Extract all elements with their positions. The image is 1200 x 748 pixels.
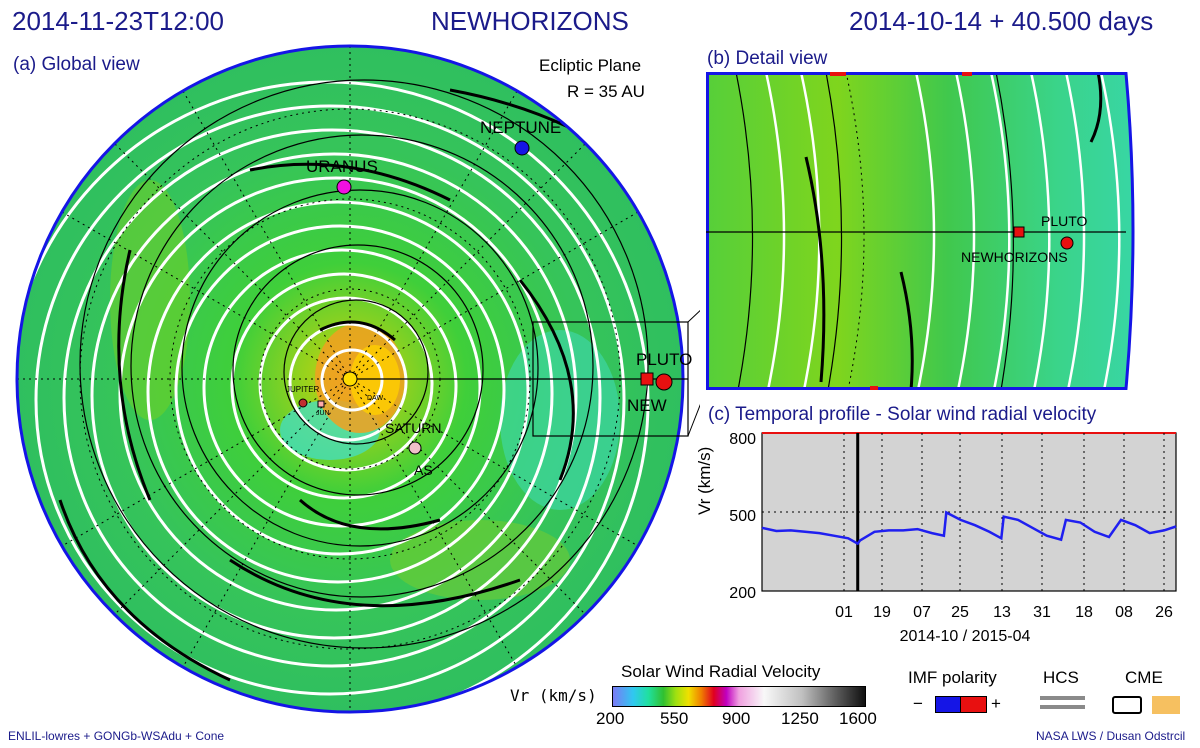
ytick-800: 800: [729, 431, 756, 448]
xtick-label: 18: [1075, 604, 1093, 621]
juno-label: JUN: [316, 410, 330, 417]
mission-name: NEWHORIZONS: [431, 6, 629, 36]
hcs-swatch-1: [1040, 696, 1085, 700]
jupiter-marker: [298, 398, 308, 408]
ytick-200: 200: [729, 585, 756, 602]
colorbar-unit: Vr (km/s): [510, 686, 597, 705]
saturn-marker: [408, 441, 422, 455]
radius-label: R = 35 AU: [567, 82, 645, 101]
pluto-marker: [655, 373, 673, 391]
detail-view-panel: [706, 72, 1135, 390]
xtick-label: 13: [993, 604, 1011, 621]
hcs-swatch-2: [1040, 705, 1085, 709]
detail-region-box: [532, 321, 689, 437]
temporal-ylabel: Vr (km/s): [695, 446, 714, 515]
uranus-marker: [336, 179, 352, 195]
neptune-label: NEPTUNE: [480, 118, 562, 137]
saturn-label: SATURN: [385, 420, 442, 436]
detail-newhorizons-label: NEWHORIZONS: [961, 249, 1068, 265]
juno-marker: [317, 400, 325, 408]
xtick-label: 01: [835, 604, 853, 621]
xtick-label: 07: [913, 604, 931, 621]
plane-label: Ecliptic Plane: [539, 56, 642, 75]
imf-minus: −: [913, 694, 923, 713]
colorbar-tick-1600: 1600: [839, 709, 877, 728]
neptune-marker: [514, 140, 530, 156]
xtick-label: 25: [951, 604, 969, 621]
global-view-panel: [15, 44, 700, 714]
xtick-label: 26: [1155, 604, 1173, 621]
detail-pluto-marker: [1060, 236, 1074, 250]
temporal-chart: 800 500 200 01 19 07 25 13 31 18 08 26 2014-10 /…: [729, 431, 1177, 645]
detail-view-title: (b) Detail view: [707, 48, 828, 69]
footer-right: NASA LWS / Dusan Odstrcil: [1036, 729, 1186, 743]
cme-legend-title: CME: [1125, 668, 1163, 687]
colorbar-tick-200: 200: [596, 709, 625, 728]
imf-plus: +: [991, 694, 1001, 713]
colorbar-tick-1250: 1250: [781, 709, 819, 728]
xtick-label: 08: [1115, 604, 1133, 621]
colorbar-tick-550: 550: [660, 709, 689, 728]
new-label: NEW: [627, 396, 667, 415]
plot-background: [761, 432, 1177, 592]
imf-negative-swatch: [935, 696, 962, 713]
sun-marker: [342, 371, 358, 387]
colorbar: [612, 686, 866, 707]
footer-left: ENLIL-lowres + GONGb-WSAdu + Cone: [8, 729, 225, 743]
as-label: AS: [414, 462, 433, 478]
colorbar-title: Solar Wind Radial Velocity: [621, 662, 821, 681]
colorbar-tick-900: 900: [722, 709, 751, 728]
hcs-legend-title: HCS: [1043, 668, 1079, 687]
imf-legend-title: IMF polarity: [908, 668, 997, 687]
imf-positive-swatch: [960, 696, 987, 713]
ytick-500: 500: [729, 508, 756, 525]
dawn-label: DAW: [367, 395, 384, 402]
pluto-label: PLUTO: [636, 350, 693, 369]
temporal-title: (c) Temporal profile - Solar wind radial…: [708, 404, 1097, 425]
elapsed-time: 2014-10-14 + 40.500 days: [849, 6, 1154, 36]
cme-outline-swatch: [1112, 696, 1142, 714]
global-view-title: (a) Global view: [13, 54, 140, 75]
velocity-series: [761, 510, 1177, 546]
uranus-label: URANUS: [306, 157, 378, 176]
temporal-xlabel: 2014-10 / 2015-04: [900, 628, 1031, 645]
newhorizons-marker: [640, 372, 654, 386]
timestamp: 2014-11-23T12:00: [12, 6, 225, 36]
detail-newhorizons-marker: [1013, 226, 1025, 238]
jupiter-label: JUPITER: [286, 385, 320, 394]
xtick-label: 31: [1033, 604, 1051, 621]
xtick-label: 19: [873, 604, 891, 621]
cme-fill-swatch: [1152, 696, 1180, 714]
detail-pluto-label: PLUTO: [1041, 213, 1088, 229]
